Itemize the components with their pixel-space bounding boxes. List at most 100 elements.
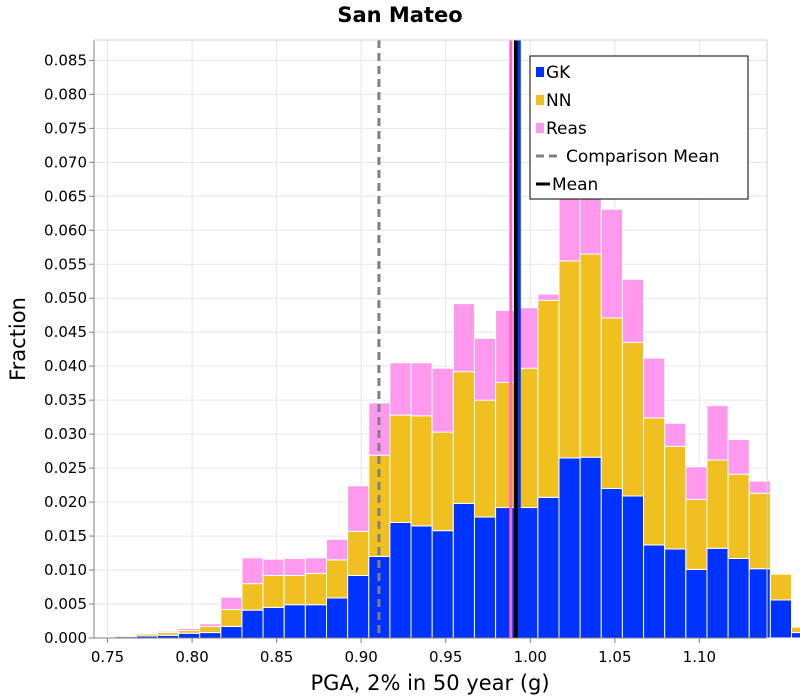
bar-gk <box>727 557 750 639</box>
bar-nn <box>326 559 349 599</box>
x-tick-label: 1.05 <box>598 648 631 666</box>
legend-label: Mean <box>552 175 598 195</box>
bar-reas <box>283 557 306 576</box>
y-tick-label: 0.035 <box>44 391 87 409</box>
y-tick-label: 0.075 <box>44 119 87 137</box>
bar-gk <box>791 632 800 639</box>
bar-nn <box>199 625 222 634</box>
bar-reas <box>643 357 666 419</box>
bar-gk <box>600 488 623 639</box>
y-tick-label: 0.060 <box>44 221 87 239</box>
y-tick-label: 0.080 <box>44 85 87 103</box>
bar-gk <box>220 625 243 639</box>
bar-nn <box>664 445 687 550</box>
y-tick-label: 0.005 <box>44 595 87 613</box>
bar-nn <box>304 572 328 606</box>
bar-gk <box>389 521 412 639</box>
y-tick-label: 0.010 <box>44 561 87 579</box>
bar-gk <box>643 544 666 639</box>
bar-nn <box>727 473 750 559</box>
bar-gk <box>410 525 433 639</box>
y-tick-label: 0.015 <box>44 527 87 545</box>
bar-gk <box>347 574 370 639</box>
y-tick-label: 0.085 <box>44 51 87 69</box>
vertical-lines <box>377 40 521 638</box>
bar-reas <box>241 557 264 585</box>
bar-gk <box>664 548 687 639</box>
legend-swatch-gk <box>536 67 544 77</box>
bar-nn <box>791 626 800 634</box>
bar-gk <box>621 495 645 639</box>
chart-title: San Mateo <box>337 3 462 27</box>
bar-reas <box>727 439 750 475</box>
bars <box>93 163 800 639</box>
bar-reas <box>347 485 370 532</box>
bar-gk <box>241 609 264 639</box>
bar-reas <box>600 208 623 319</box>
bar-nn <box>579 253 602 458</box>
bar-reas <box>685 466 708 500</box>
bar-reas <box>114 634 137 636</box>
bar-nn <box>769 573 793 601</box>
bar-reas <box>304 557 328 574</box>
bar-nn <box>262 574 285 608</box>
bar-reas <box>262 558 285 576</box>
bar-gk <box>431 530 454 639</box>
axes: 0.000 0.005 0.010 0.015 0.020 0.025 0.030 0.035… <box>44 39 768 666</box>
bar-reas <box>706 405 729 461</box>
y-tick-label: 0.000 <box>44 629 87 647</box>
y-tick-label: 0.025 <box>44 459 87 477</box>
bar-reas <box>431 367 454 433</box>
y-tick-label: 0.065 <box>44 187 87 205</box>
bar-reas <box>178 627 201 632</box>
y-tick-label: 0.040 <box>44 357 87 375</box>
x-tick-label: 0.75 <box>91 648 124 666</box>
y-tick-label: 0.055 <box>44 255 87 273</box>
bar-nn <box>431 431 454 532</box>
y-tick-label: 0.045 <box>44 323 87 341</box>
y-tick-label: 0.050 <box>44 289 87 307</box>
x-tick-label: 1.10 <box>683 648 716 666</box>
legend-box <box>529 55 749 200</box>
bar-gk <box>283 604 306 639</box>
bar-gk <box>473 516 497 639</box>
bar-nn <box>706 459 729 549</box>
bar-gk <box>706 547 729 639</box>
x-axis-label: PGA, 2% in 50 year (g) <box>310 671 549 695</box>
bar-reas <box>410 362 433 417</box>
x-tick-label: 0.85 <box>260 648 293 666</box>
bar-reas <box>664 422 687 447</box>
legend-label: NN <box>546 91 571 111</box>
bar-gk <box>262 606 285 639</box>
x-tick-label: 0.90 <box>344 648 377 666</box>
bar-nn <box>220 608 243 627</box>
bar-gk <box>452 502 475 639</box>
bar-reas <box>452 303 475 373</box>
bar-reas <box>156 630 180 634</box>
bar-nn <box>93 636 116 638</box>
bar-nn <box>495 381 518 509</box>
bar-nn <box>621 341 645 497</box>
bar-gk <box>326 597 349 639</box>
bar-gk <box>495 507 518 639</box>
bar-reas <box>621 278 645 343</box>
bar-nn <box>685 498 708 570</box>
bar-reas <box>220 596 243 610</box>
bar-reas <box>495 309 518 383</box>
legend-swatch-nn <box>536 95 544 105</box>
bar-reas <box>537 293 560 301</box>
legend-label: Comparison Mean <box>566 147 720 167</box>
bar-nn <box>410 415 433 527</box>
x-tick-label: 1.00 <box>514 648 547 666</box>
bar-nn <box>452 371 475 504</box>
bar-reas <box>135 632 158 635</box>
bar-reas <box>389 362 412 416</box>
legend-swatch-reas <box>536 123 544 133</box>
bar-nn <box>558 260 581 459</box>
y-tick-label: 0.070 <box>44 153 87 171</box>
bar-gk <box>685 568 708 639</box>
y-axis-label: Fraction <box>6 297 30 381</box>
bar-gk <box>199 632 222 639</box>
y-tick-label: 0.030 <box>44 425 87 443</box>
